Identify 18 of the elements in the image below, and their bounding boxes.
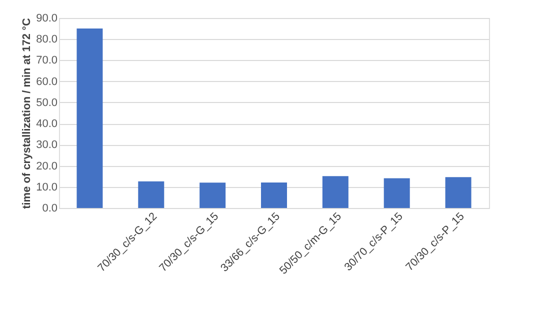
bar [200,182,226,208]
y-axis-title: time of crystallization / min at 172 °C [21,18,34,209]
y-tick-label: 20.0 [36,160,58,172]
bar [445,177,472,208]
y-tick-label: 50.0 [36,96,58,109]
y-tick-label: 40.0 [36,118,58,130]
y-tick-label: 70.0 [36,54,58,67]
y-tick-label: 10.0 [36,181,58,194]
bar [261,182,287,208]
bar [138,181,164,208]
bar [384,178,410,208]
y-tick-label: 0.0 [42,202,58,214]
bar [76,28,103,208]
y-tick-label: 60.0 [36,76,58,88]
y-tick-label: 90.0 [36,12,58,24]
y-tick-label: 30.0 [36,139,58,152]
y-tick-label: 80.0 [36,34,58,46]
bar [322,176,348,208]
